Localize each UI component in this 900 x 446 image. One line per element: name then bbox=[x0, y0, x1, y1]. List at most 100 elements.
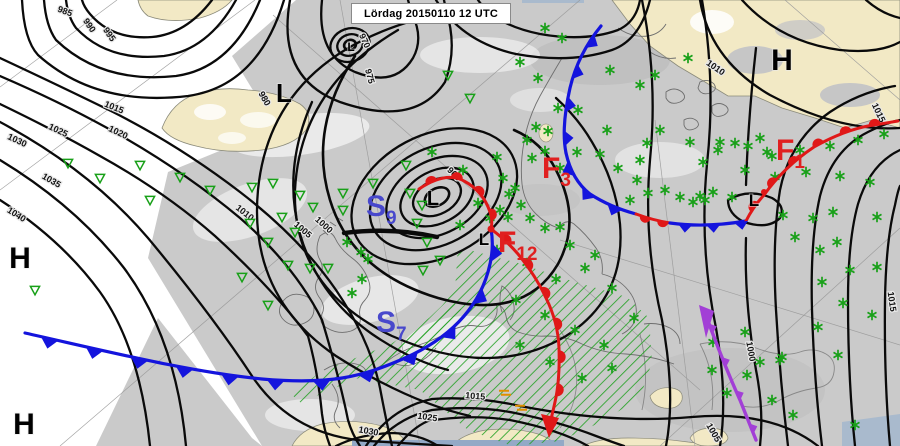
snow-symbol bbox=[510, 182, 520, 194]
isobar-label: 1025 bbox=[417, 411, 438, 424]
warm-front-semicircles bbox=[748, 118, 881, 212]
shower-symbol bbox=[289, 227, 301, 239]
snow-symbol bbox=[342, 236, 352, 248]
map-title-text: Lördag 20150110 12 UTC bbox=[363, 7, 499, 20]
shower-symbol bbox=[322, 263, 334, 275]
snow-symbol bbox=[740, 326, 750, 338]
snow-symbol bbox=[347, 287, 357, 299]
trough-head bbox=[699, 305, 714, 338]
shower-symbol bbox=[337, 205, 349, 217]
snow-symbol bbox=[522, 134, 532, 146]
snow-symbol bbox=[688, 196, 698, 208]
snow-symbol bbox=[872, 261, 882, 273]
snow-symbol bbox=[557, 32, 567, 44]
snow-symbol bbox=[607, 362, 617, 374]
snow-symbol bbox=[698, 156, 708, 168]
shower-symbol bbox=[134, 160, 146, 172]
snow-symbol bbox=[675, 191, 685, 203]
snow-symbol bbox=[602, 124, 612, 136]
snow-symbol bbox=[655, 124, 665, 136]
shower-symbol bbox=[294, 190, 306, 202]
shower-symbol bbox=[62, 158, 74, 170]
shower-symbol bbox=[400, 160, 412, 172]
pressure-center-L: L bbox=[479, 230, 489, 249]
snow-symbol bbox=[727, 191, 737, 203]
pressure-center-L: L bbox=[749, 191, 759, 210]
hatch-area bbox=[366, 247, 652, 446]
fronts bbox=[23, 24, 900, 442]
shower-symbol bbox=[29, 285, 41, 297]
snow-symbol bbox=[813, 321, 823, 333]
snow-symbol bbox=[363, 253, 373, 265]
scandinavian-cold-front-lower bbox=[564, 151, 638, 216]
isobar-label: 1000 bbox=[313, 214, 335, 235]
snow-symbol bbox=[838, 297, 848, 309]
shower-symbol bbox=[94, 173, 106, 185]
snow-symbol bbox=[504, 188, 514, 200]
snow-symbol bbox=[629, 312, 639, 324]
weather-symbols bbox=[29, 22, 889, 431]
snow-symbol bbox=[525, 212, 535, 224]
snow-symbol bbox=[551, 273, 561, 285]
isobar-label: 1015 bbox=[886, 291, 899, 312]
snow-symbol bbox=[722, 387, 732, 399]
pressure-center-H: H bbox=[771, 44, 793, 77]
snow-symbol bbox=[455, 219, 465, 231]
snow-symbol bbox=[577, 372, 587, 384]
snow-symbol bbox=[788, 409, 798, 421]
isobar-label: 975 bbox=[363, 68, 377, 85]
snow-symbol bbox=[865, 176, 875, 188]
snow-symbol bbox=[832, 236, 842, 248]
stationary-front-cold-segment bbox=[668, 219, 748, 227]
snow-symbol bbox=[685, 136, 695, 148]
shower-symbol bbox=[337, 188, 349, 200]
snow-symbol bbox=[755, 356, 765, 368]
snow-symbol bbox=[540, 145, 550, 157]
shower-symbol bbox=[262, 300, 274, 312]
snow-symbol bbox=[573, 104, 583, 116]
snow-symbol bbox=[835, 170, 845, 182]
warm-front-F1 bbox=[744, 119, 900, 223]
shower-symbol bbox=[417, 265, 429, 277]
shower-symbol bbox=[244, 218, 256, 230]
snow-symbol bbox=[515, 339, 525, 351]
snow-symbol bbox=[572, 146, 582, 158]
pressure-center-L: L bbox=[276, 78, 292, 108]
snow-symbol bbox=[599, 339, 609, 351]
snow-symbol bbox=[872, 211, 882, 223]
snow-symbol bbox=[867, 309, 877, 321]
warm-front-semicircles bbox=[639, 215, 669, 228]
pressure-center-L: L bbox=[427, 188, 439, 210]
snow-symbol bbox=[707, 364, 717, 376]
pressure-center-L: L bbox=[347, 40, 354, 54]
snow-symbol bbox=[458, 164, 468, 176]
snow-symbol bbox=[660, 184, 670, 196]
snow-symbol bbox=[700, 194, 710, 206]
shower-symbol bbox=[416, 200, 428, 212]
snow-symbol bbox=[642, 137, 652, 149]
snow-symbol bbox=[817, 276, 827, 288]
snow-symbol bbox=[730, 137, 740, 149]
warm-front-semicircles bbox=[500, 234, 566, 429]
snow-symbol bbox=[492, 151, 502, 163]
snow-symbol bbox=[540, 222, 550, 234]
cold-front-barbs bbox=[40, 243, 503, 391]
snow-symbol bbox=[740, 164, 750, 176]
snow-symbol bbox=[808, 212, 818, 224]
snow-symbol bbox=[590, 249, 600, 261]
snow-symbol bbox=[540, 309, 550, 321]
snow-symbol bbox=[715, 136, 725, 148]
snow-symbol bbox=[605, 64, 615, 76]
snow-symbol bbox=[527, 152, 537, 164]
snow-symbol bbox=[825, 140, 835, 152]
snow-symbol bbox=[473, 197, 483, 209]
shower-symbol bbox=[434, 255, 446, 267]
shower-symbol bbox=[404, 188, 416, 200]
shower-symbol bbox=[246, 182, 258, 194]
snow-symbol bbox=[762, 146, 772, 158]
snow-symbol bbox=[853, 134, 863, 146]
snow-symbol bbox=[815, 244, 825, 256]
snow-symbol bbox=[713, 144, 723, 156]
